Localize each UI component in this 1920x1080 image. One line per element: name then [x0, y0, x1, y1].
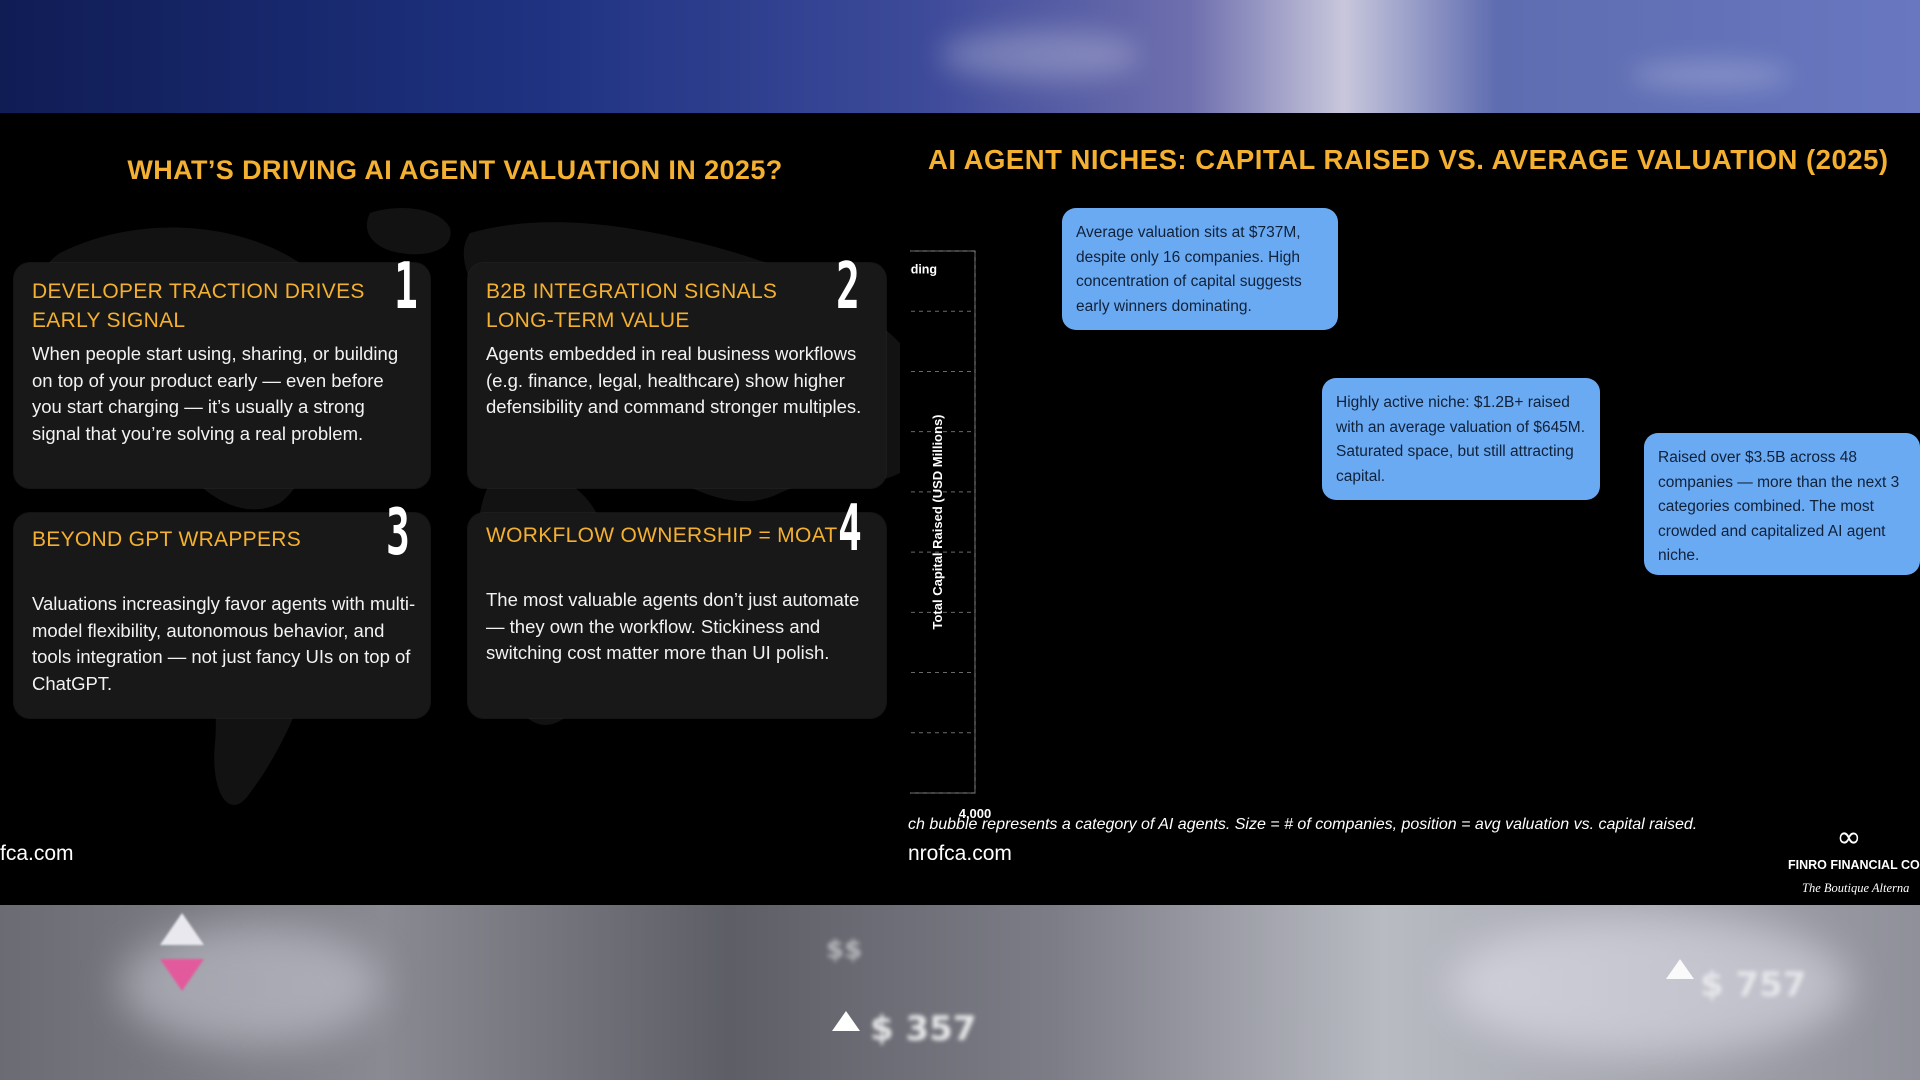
- callout-productivity: Average valuation sits at $737M, despite…: [1062, 208, 1338, 330]
- up-arrow-icon: [1666, 959, 1694, 979]
- callout-sales: Highly active niche: $1.2B+ raised with …: [1322, 378, 1600, 500]
- background-glow: [1450, 915, 1850, 1055]
- infinity-icon: ∞: [1836, 823, 1862, 855]
- card-title: B2B INTEGRATION SIGNALS LONG-TERM VALUE: [486, 280, 778, 332]
- card-title: BEYOND GPT WRAPPERS: [32, 528, 302, 551]
- plot-frame: [910, 250, 976, 794]
- card-title: DEVELOPER TRACTION DRIVES EARLY SIGNAL: [32, 280, 365, 332]
- y-axis-label: Total Capital Raised (USD Millions): [930, 414, 945, 629]
- card-number: 1: [394, 250, 418, 324]
- slide-panel: WHAT’S DRIVING AI AGENT VALUATION IN 202…: [0, 113, 1920, 905]
- x-tick-label: 4,000: [959, 806, 992, 821]
- card-body: Valuations increasingly favor agents wit…: [32, 593, 416, 694]
- background-top-photo: [0, 0, 1920, 113]
- ticker-symbol-text: $$: [826, 935, 863, 965]
- card-beyond-gpt-wrappers: BEYOND GPT WRAPPERS Valuations increasin…: [14, 501, 430, 718]
- logo-name: FINRO FINANCIAL CONSU: [1788, 858, 1920, 872]
- down-arrow-icon: [160, 959, 204, 991]
- card-body: The most valuable agents don’t just auto…: [486, 589, 860, 663]
- callout-dev-tools: Raised over $3.5B across 48 companies — …: [1644, 433, 1920, 575]
- card-body: Agents embedded in real business workflo…: [486, 343, 862, 417]
- left-title: WHAT’S DRIVING AI AGENT VALUATION IN 202…: [127, 155, 783, 185]
- background-blur-shape: [940, 30, 1140, 80]
- logo-tagline: The Boutique Alterna: [1802, 881, 1910, 895]
- finro-logo: ∞ FINRO FINANCIAL CONSU The Boutique Alt…: [1778, 823, 1920, 903]
- card-workflow-ownership: WORKFLOW OWNERSHIP = MOAT The most valua…: [468, 497, 886, 718]
- website-url[interactable]: fca.com: [0, 842, 74, 865]
- bubble-chart: 05001,0001,5002,0002,5003,0003,5004,0000…: [910, 250, 992, 821]
- card-b2b-integration: B2B INTEGRATION SIGNALS LONG-TERM VALUE …: [468, 255, 886, 488]
- up-arrow-icon: [160, 913, 204, 945]
- card-number: 4: [838, 492, 862, 566]
- card-developer-traction: DEVELOPER TRACTION DRIVES EARLY SIGNAL W…: [14, 255, 430, 488]
- card-body: When people start using, sharing, or bui…: [32, 343, 399, 444]
- website-url[interactable]: nrofca.com: [908, 842, 1012, 865]
- chart-caption: ch bubble represents a category of AI ag…: [908, 816, 1698, 833]
- background-blur-shape: [1630, 60, 1790, 90]
- chart-title: AI AGENT NICHES: CAPITAL RAISED VS. AVER…: [928, 144, 1889, 175]
- card-number: 2: [836, 250, 860, 324]
- card-title: WORKFLOW OWNERSHIP = MOAT: [486, 524, 838, 547]
- ticker-price-text: $ 757: [1700, 965, 1807, 1005]
- up-arrow-icon: [832, 1011, 860, 1031]
- card-number: 3: [386, 496, 410, 570]
- bubble-label: Dev Tools & Autonomous Coding: [910, 263, 937, 277]
- background-glow: [120, 925, 380, 1045]
- background-bottom-photo: $ 357 $ 757 $$: [0, 905, 1920, 1080]
- ticker-price-text: $ 357: [870, 1009, 977, 1049]
